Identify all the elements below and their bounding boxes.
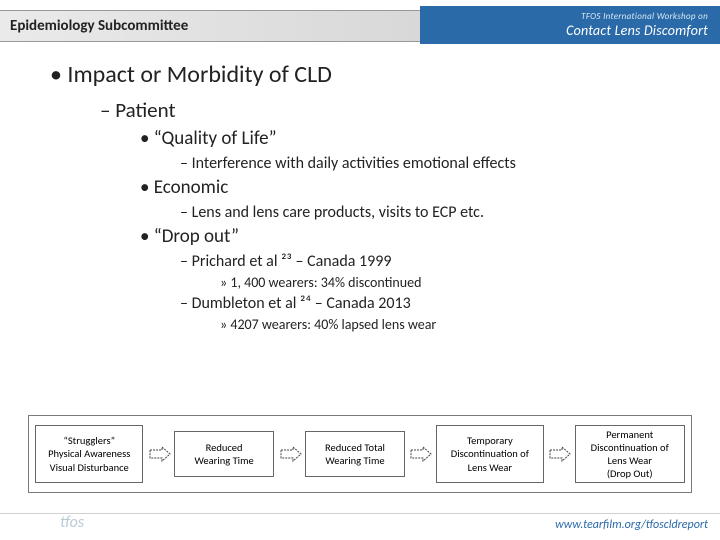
banner-line2: Contact Lens Discomfort (566, 22, 708, 39)
flow-box-strugglers: “Strugglers” Physical Awareness Visual D… (35, 425, 143, 483)
arrow-icon (548, 447, 570, 461)
arrow-icon (409, 447, 431, 461)
flow-box-reduced-total: Reduced Total Wearing Time (305, 431, 405, 477)
banner-line1: TFOS International Workshop on (581, 11, 708, 22)
bullet-dumbleton: Dumbleton et al ²⁴ – Canada 2013 (180, 294, 700, 313)
bullet-qol: “Quality of Life” (140, 127, 700, 150)
header-bar: Epidemiology Subcommittee TFOS Internati… (0, 10, 720, 42)
footer-url: www.tearfilm.org/tfoscldreport (555, 518, 708, 532)
bullet-dumbleton-detail: 4207 wearers: 40% lapsed lens wear (220, 316, 700, 333)
header-banner: TFOS International Workshop on Contact L… (420, 6, 720, 44)
bullet-prichard-detail: 1, 400 wearers: 34% discontinued (220, 274, 700, 291)
header-left: Epidemiology Subcommittee (0, 10, 420, 42)
flow-box-permanent: Permanent Discontinuation of Lens Wear (… (575, 425, 685, 483)
flow-box-reduced-time: Reduced Wearing Time (174, 431, 274, 477)
flow-box-temporary: Temporary Discontinuation of Lens Wear (436, 425, 544, 483)
subcommittee-title: Epidemiology Subcommittee (10, 17, 188, 35)
slide-content: Impact or Morbidity of CLD Patient “Qual… (30, 60, 700, 336)
bullet-dropout: “Drop out” (140, 225, 700, 248)
footer-logo: tfos (60, 513, 84, 532)
bullet-economic: Economic (140, 176, 700, 199)
bullet-prichard: Prichard et al ²³ – Canada 1999 (180, 252, 700, 271)
arrow-icon (279, 447, 301, 461)
bullet-economic-detail: Lens and lens care products, visits to E… (180, 203, 700, 222)
flow-diagram: “Strugglers” Physical Awareness Visual D… (28, 415, 692, 493)
footer-divider (0, 513, 720, 514)
bullet-interference: Interference with daily activities emoti… (180, 154, 700, 173)
bullet-patient: Patient (100, 97, 700, 123)
arrow-icon (148, 447, 170, 461)
bullet-impact: Impact or Morbidity of CLD (50, 60, 700, 89)
